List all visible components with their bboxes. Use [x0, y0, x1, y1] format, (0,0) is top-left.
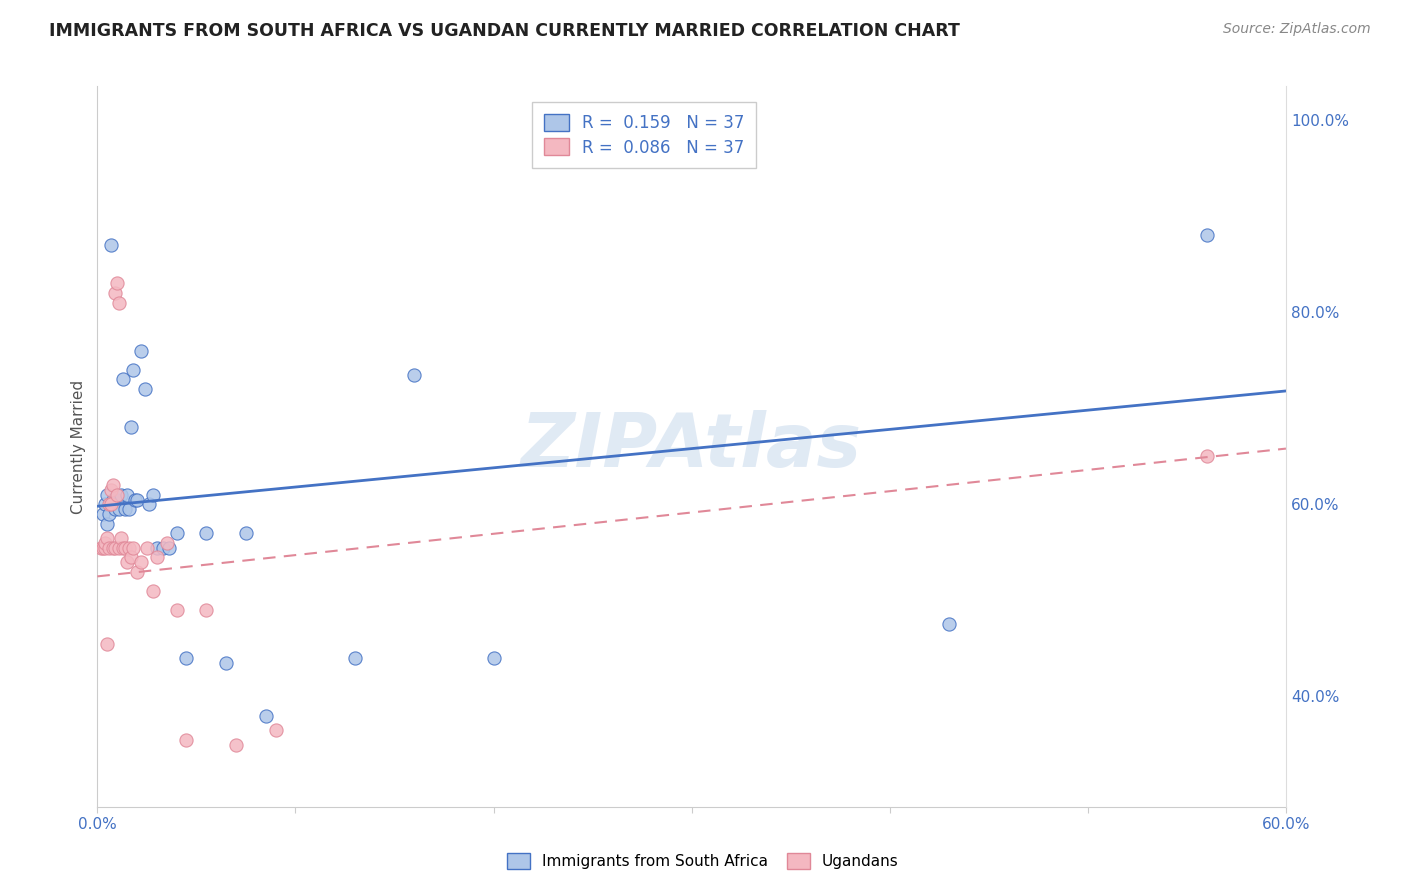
- Point: [103, 478, 125, 492]
- Point: [122, 363, 145, 377]
- Point: [103, 541, 125, 555]
- Point: [115, 555, 138, 569]
- Point: [135, 541, 157, 555]
- Point: [98, 497, 121, 511]
- Point: [100, 238, 122, 252]
- Point: [134, 382, 156, 396]
- Point: [94, 541, 117, 555]
- Point: [120, 550, 142, 565]
- Point: [110, 488, 132, 502]
- Point: [938, 617, 960, 632]
- Point: [124, 492, 146, 507]
- Point: [343, 651, 366, 665]
- Point: [118, 541, 141, 555]
- Point: [115, 488, 138, 502]
- Point: [103, 492, 125, 507]
- Point: [114, 541, 136, 555]
- Point: [110, 531, 132, 545]
- Point: [1195, 450, 1218, 464]
- Point: [104, 541, 127, 555]
- Point: [114, 502, 136, 516]
- Point: [122, 541, 145, 555]
- Text: ZIPAtlas: ZIPAtlas: [522, 410, 862, 483]
- Point: [142, 583, 165, 598]
- Point: [105, 488, 128, 502]
- Text: Source: ZipAtlas.com: Source: ZipAtlas.com: [1223, 22, 1371, 37]
- Point: [138, 497, 160, 511]
- Point: [100, 483, 122, 497]
- Point: [108, 502, 131, 516]
- Point: [105, 492, 128, 507]
- Point: [146, 550, 169, 565]
- Point: [166, 526, 188, 541]
- Point: [176, 651, 198, 665]
- Point: [404, 368, 426, 382]
- Point: [96, 516, 118, 531]
- Point: [91, 541, 114, 555]
- Point: [96, 531, 118, 545]
- Point: [104, 285, 127, 300]
- Point: [156, 535, 179, 549]
- Point: [96, 637, 118, 651]
- Point: [152, 541, 174, 555]
- Point: [1195, 228, 1218, 243]
- Legend: R =  0.159   N = 37, R =  0.086   N = 37: R = 0.159 N = 37, R = 0.086 N = 37: [531, 102, 756, 169]
- Point: [129, 343, 152, 358]
- Point: [264, 723, 287, 738]
- Legend: Immigrants from South Africa, Ugandans: Immigrants from South Africa, Ugandans: [501, 847, 905, 875]
- Point: [235, 526, 257, 541]
- Point: [482, 651, 505, 665]
- Point: [129, 555, 152, 569]
- Point: [176, 732, 198, 747]
- Point: [125, 492, 148, 507]
- Point: [90, 541, 112, 555]
- Point: [96, 488, 118, 502]
- Point: [195, 526, 218, 541]
- Point: [118, 502, 141, 516]
- Point: [120, 420, 142, 434]
- Point: [104, 502, 127, 516]
- Point: [94, 497, 117, 511]
- Point: [98, 541, 121, 555]
- Point: [195, 603, 218, 617]
- Point: [142, 488, 165, 502]
- Point: [108, 541, 131, 555]
- Point: [100, 497, 122, 511]
- Point: [225, 738, 247, 752]
- Text: IMMIGRANTS FROM SOUTH AFRICA VS UGANDAN CURRENTLY MARRIED CORRELATION CHART: IMMIGRANTS FROM SOUTH AFRICA VS UGANDAN …: [49, 22, 960, 40]
- Point: [125, 565, 148, 579]
- Point: [105, 277, 128, 291]
- Point: [166, 603, 188, 617]
- Point: [91, 507, 114, 521]
- Point: [98, 507, 121, 521]
- Point: [112, 541, 135, 555]
- Point: [215, 656, 238, 670]
- Point: [254, 708, 277, 723]
- Point: [108, 295, 131, 310]
- Point: [146, 541, 169, 555]
- Y-axis label: Currently Married: Currently Married: [72, 380, 86, 514]
- Point: [94, 535, 117, 549]
- Point: [157, 541, 180, 555]
- Point: [112, 372, 135, 386]
